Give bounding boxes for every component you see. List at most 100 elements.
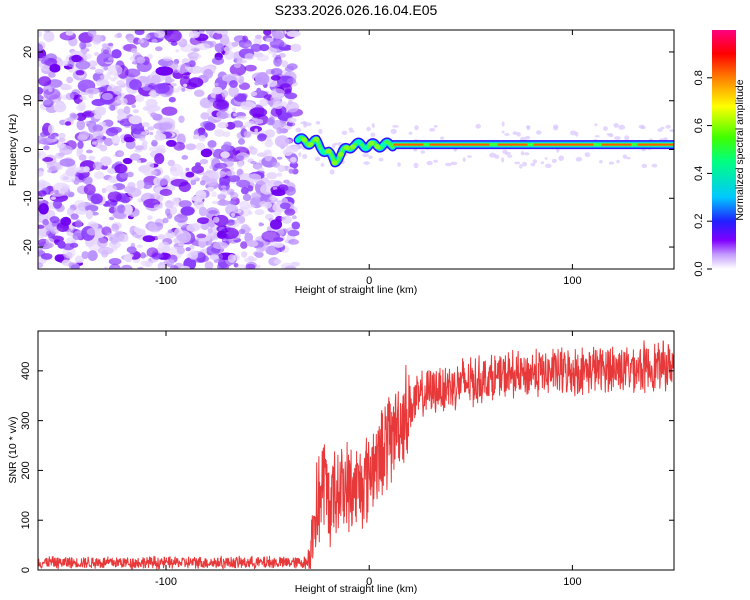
halo-speck <box>397 162 401 167</box>
noise-blob <box>258 167 265 172</box>
y-tick-label: 0 <box>20 567 32 573</box>
noise-blob <box>162 217 169 224</box>
noise-blob <box>54 254 65 262</box>
noise-blob <box>233 112 237 117</box>
halo-speck <box>414 125 419 131</box>
noise-blob <box>195 192 204 197</box>
noise-blob <box>68 68 74 73</box>
noise-blob <box>87 30 97 37</box>
noise-blob <box>108 176 119 184</box>
halo-speck <box>501 121 505 127</box>
noise-blob <box>188 60 196 68</box>
noise-blob <box>209 254 219 260</box>
halo-speck <box>536 130 542 135</box>
noise-blob <box>167 159 175 167</box>
noise-blob <box>142 140 148 147</box>
noise-blob <box>276 172 283 177</box>
signal-blob <box>362 145 369 151</box>
noise-blob <box>229 80 238 88</box>
halo-speck <box>314 156 321 162</box>
noise-blob <box>231 120 244 128</box>
noise-blob <box>38 170 44 177</box>
noise-blob <box>58 137 66 142</box>
noise-blob <box>158 122 173 130</box>
noise-blob <box>56 141 65 149</box>
noise-blob <box>247 185 254 192</box>
noise-blob <box>92 130 104 140</box>
signal-blob <box>307 142 314 148</box>
noise-blob <box>83 166 90 173</box>
noise-blob <box>88 155 96 161</box>
noise-blob <box>253 251 258 256</box>
noise-blob <box>272 30 283 39</box>
noise-blob <box>131 104 136 108</box>
noise-blob <box>212 32 223 40</box>
y-tick-label: 10 <box>22 95 34 107</box>
noise-blob <box>168 96 176 103</box>
noise-blob <box>188 250 199 260</box>
noise-blob <box>155 66 174 76</box>
halo-speck <box>507 154 513 158</box>
noise-blob <box>172 197 180 205</box>
noise-blob <box>40 253 53 260</box>
noise-blob <box>156 177 169 186</box>
colorbar-gradient <box>712 30 736 269</box>
noise-blob <box>241 251 248 258</box>
halo-speck <box>433 159 438 163</box>
noise-blob <box>241 115 247 120</box>
noise-blob <box>92 161 103 171</box>
halo-speck <box>320 163 325 167</box>
noise-blob <box>264 150 273 162</box>
noise-blob <box>246 173 262 183</box>
noise-blob <box>107 168 116 174</box>
noise-blob <box>53 199 62 209</box>
halo-speck <box>665 124 671 129</box>
noise-blob <box>61 184 71 190</box>
noise-blob <box>185 247 191 252</box>
noise-blob <box>177 242 185 247</box>
halo-speck <box>622 154 628 159</box>
y-tick-label: 400 <box>20 362 32 380</box>
noise-blob <box>152 83 170 94</box>
noise-blob <box>287 117 297 123</box>
noise-blob <box>38 94 44 101</box>
noise-blob <box>111 223 120 232</box>
noise-blob <box>107 232 112 238</box>
colorbar-label: Normalized spectral amplitude <box>734 79 746 220</box>
noise-blob <box>170 41 178 46</box>
halo-speck <box>594 135 600 138</box>
noise-blob <box>70 213 79 220</box>
noise-blob <box>200 180 206 186</box>
noise-blob <box>283 179 290 184</box>
x-tick-label: 0 <box>366 576 372 588</box>
noise-blob <box>252 52 264 58</box>
noise-blob <box>272 161 281 168</box>
noise-blob <box>260 183 273 195</box>
halo-speck <box>545 163 552 168</box>
noise-blob <box>212 99 230 110</box>
noise-blob <box>43 99 55 107</box>
noise-blob <box>195 142 206 151</box>
noise-blob <box>246 240 258 248</box>
x-tick-label: -100 <box>155 275 177 287</box>
noise-blob <box>174 214 188 223</box>
noise-blob <box>95 79 108 87</box>
noise-blob <box>44 30 51 33</box>
noise-blob <box>101 187 107 194</box>
halo-speck <box>525 135 531 140</box>
noise-blob <box>151 170 158 176</box>
noise-blob <box>38 76 52 87</box>
noise-blob <box>287 100 293 105</box>
halo-speck <box>575 156 583 162</box>
signal-blob <box>337 152 344 157</box>
signal-blob <box>295 137 302 143</box>
halo-speck <box>440 136 445 140</box>
noise-blob <box>85 209 93 220</box>
noise-blob <box>75 70 85 76</box>
snr-frame <box>37 330 675 571</box>
noise-blob <box>268 116 276 126</box>
noise-blob <box>178 115 185 123</box>
noise-blob <box>191 165 204 174</box>
noise-blob <box>195 197 203 203</box>
halo-speck <box>318 128 323 135</box>
